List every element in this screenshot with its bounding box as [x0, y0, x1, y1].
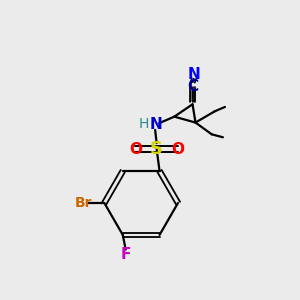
Text: F: F — [121, 247, 131, 262]
Text: O: O — [129, 142, 142, 157]
Text: C: C — [187, 79, 198, 94]
Text: H: H — [139, 117, 149, 131]
Text: Br: Br — [75, 196, 92, 210]
Text: S: S — [150, 140, 163, 158]
Text: O: O — [171, 142, 184, 157]
Text: N: N — [149, 117, 162, 132]
Text: N: N — [188, 67, 200, 82]
